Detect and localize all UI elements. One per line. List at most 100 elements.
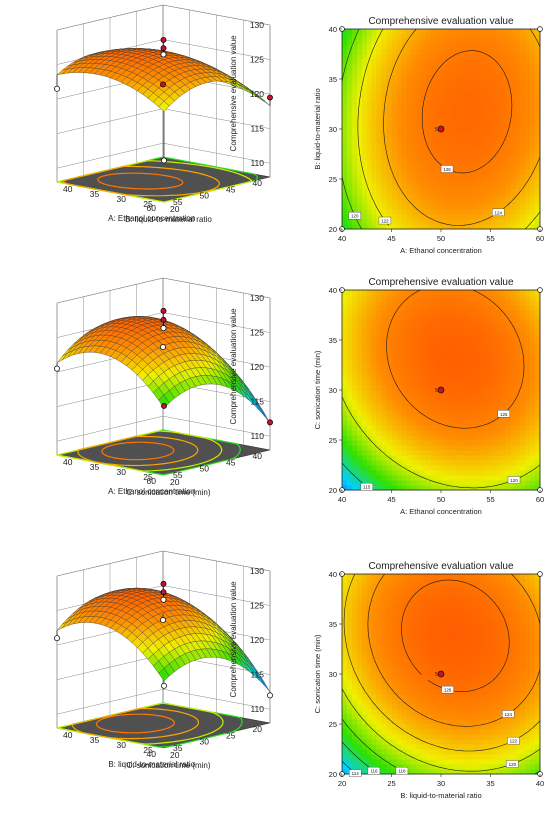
x-tick-60: 60 (536, 495, 544, 504)
y-tick-30: 30 (329, 670, 337, 679)
y-tick-25: 25 (143, 199, 153, 209)
floor-contour-4 (97, 172, 184, 190)
design-point-6 (160, 81, 166, 88)
y-axis-label: B: liquid-to-material ratio (125, 215, 212, 224)
x-axis: 20 25 30 35 40B: liquid-to-material ratio (108, 724, 262, 769)
contour-label-122: 122 (381, 219, 389, 224)
x-tick-40: 40 (253, 178, 263, 188)
design-point-3 (160, 51, 167, 58)
design-point-2 (160, 589, 167, 596)
y-axis-label: C: sonication time (min) (313, 350, 322, 429)
design-points (54, 36, 273, 164)
y-tick-20: 20 (329, 770, 337, 779)
response-surface (56, 587, 271, 693)
y-tick-30: 30 (329, 386, 337, 395)
x-tick-40: 40 (536, 779, 544, 788)
z-axis: 110 115 120 125 130 Comprehensive evaluation … (229, 566, 264, 714)
floor-contour-4 (101, 441, 175, 461)
x-tick-55: 55 (173, 470, 183, 480)
x-axis-label: A: Ethanol concentration (108, 487, 195, 496)
contour-label-box (395, 766, 409, 775)
x-tick-50: 50 (200, 464, 210, 474)
y-tick-35: 35 (90, 462, 100, 472)
design-point-5 (54, 635, 60, 642)
response-surface (56, 316, 271, 424)
z-tick-125: 125 (250, 328, 264, 338)
heatmap (342, 574, 541, 775)
x-axis-label: A: Ethanol concentration (108, 214, 195, 223)
design-point-1 (437, 670, 445, 678)
y-tick-25: 25 (143, 472, 153, 482)
y-tick-40: 40 (63, 730, 73, 740)
design-point-4 (267, 419, 273, 426)
contour-level-124 (383, 28, 541, 226)
contour-level-126 (421, 50, 513, 174)
y-tick-40: 40 (329, 286, 337, 295)
design-point-6 (160, 617, 166, 624)
contour-label-126: 126 (444, 688, 452, 693)
x-tick-55: 55 (486, 495, 494, 504)
z-tick-120: 120 (250, 635, 264, 645)
x-tick-35: 35 (173, 743, 183, 753)
design-point-6 (160, 344, 166, 351)
x-axis-label: B: liquid-to-material ratio (108, 760, 195, 769)
y-tick-20: 20 (170, 477, 180, 487)
contour-label-122: 122 (510, 739, 518, 744)
x-tick-50: 50 (437, 234, 445, 243)
x-tick-50: 50 (437, 495, 445, 504)
design-points (54, 580, 273, 699)
z-tick-110: 110 (250, 704, 264, 714)
contour-label-116: 116 (370, 769, 378, 774)
contour-label-box (497, 410, 510, 418)
design-point-4 (267, 692, 273, 699)
x-tick-30: 30 (437, 779, 445, 788)
z-tick-120: 120 (250, 89, 264, 99)
contour-panel-2: 120 122 124 126 5 Comprehensive evaluation va… (313, 16, 544, 255)
center-replicate-label: 5 (435, 127, 438, 133)
design-point-2 (160, 45, 167, 52)
design-point-5 (537, 26, 543, 32)
contour-label-box (507, 736, 520, 745)
contour-label-120: 120 (351, 214, 359, 219)
y-tick-30: 30 (329, 125, 337, 134)
heatmap (342, 290, 541, 491)
chart-title: Comprehensive evaluation value (368, 561, 514, 572)
y-tick-35: 35 (329, 75, 337, 84)
x-tick-30: 30 (200, 737, 210, 747)
y-axis-label: C: sonication time (min) (126, 488, 210, 497)
y-tick-40: 40 (329, 25, 337, 34)
design-point-3 (160, 325, 167, 332)
y-tick-35: 35 (90, 189, 100, 199)
x-axis: 40 45 50 55 60 A: Ethanol concentration (338, 490, 544, 516)
z-tick-115: 115 (250, 397, 264, 407)
design-point-5 (537, 287, 543, 293)
floor-contours (56, 702, 243, 748)
design-points: 5 (339, 26, 543, 232)
contour-label-box (440, 165, 454, 173)
x-tick-35: 35 (486, 779, 494, 788)
contour-lines: 120 122 124 126 (341, 28, 541, 230)
heatmap (342, 29, 541, 230)
z-axis: 110 115 120 125 130 Comprehensive evaluation … (229, 293, 264, 441)
contour-level-122 (357, 28, 541, 230)
design-point-1 (160, 580, 167, 587)
x-tick-55: 55 (486, 234, 494, 243)
x-tick-45: 45 (387, 234, 395, 243)
z-axis-label: Comprehensive evaluation value (229, 581, 238, 698)
y-tick-35: 35 (90, 735, 100, 745)
response-surface (56, 48, 271, 112)
x-tick-20: 20 (253, 724, 263, 734)
x-tick-60: 60 (147, 203, 157, 213)
surface-panel-1: 110 115 120 125 130 Comprehensive evaluation … (54, 4, 273, 224)
contour-level-120 (341, 28, 362, 230)
contour-label-114: 114 (352, 771, 360, 776)
center-replicate-label: 5 (435, 388, 438, 394)
y-tick-25: 25 (329, 720, 337, 729)
chart-title: Comprehensive evaluation value (368, 277, 514, 288)
x-tick-50: 50 (200, 191, 210, 201)
design-point-3 (160, 596, 167, 603)
x-tick-55: 55 (173, 197, 183, 207)
y-axis: 20 25 30 35 40 C: sonication time (min) (63, 457, 211, 497)
design-point-5 (54, 365, 60, 372)
contour-label-box (441, 685, 454, 694)
